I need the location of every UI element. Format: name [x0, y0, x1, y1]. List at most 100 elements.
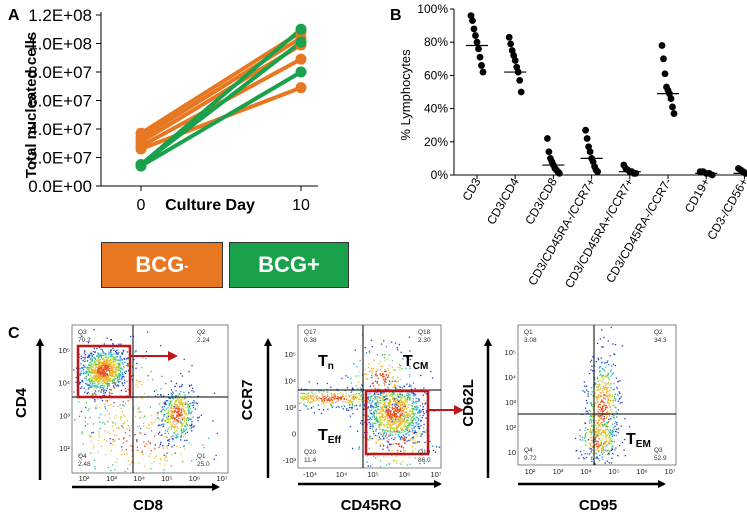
chart-b-data-point	[545, 148, 553, 156]
chart-a-ytick-label: 6.0E+07	[28, 92, 92, 111]
chart-b-category-label: CD3/CD4	[484, 175, 522, 227]
chart-a-series-line	[139, 70, 303, 168]
flow-ytick-label: 10⁵	[505, 348, 516, 357]
chart-b-data-point	[669, 103, 676, 111]
flow2-teff-label: TEff	[318, 427, 342, 446]
flow-xtick-label: 10⁵	[608, 467, 619, 476]
flow3-q4-value: 9.72	[524, 455, 537, 462]
flow-ytick-label: 10⁵	[59, 346, 70, 355]
flow-plot-ccr7-cd45ro: Q17 0.38 Q18 2.30 Q20 11.4 Q19 86.0 Tn T…	[239, 324, 464, 514]
chart-b-data-point	[544, 135, 551, 142]
flow-xtick-label: 10³	[106, 474, 117, 483]
chart-a-ytick-label: 0.0E+00	[28, 177, 92, 196]
chart-b-data-point	[505, 33, 513, 41]
chart-b-ytick-label: 20%	[424, 135, 448, 149]
chart-b-ytick-label: 80%	[424, 35, 448, 49]
chart-a-xlabel: Culture Day	[165, 197, 255, 214]
chart-a-ytick-label: 1.2E+08	[28, 6, 92, 25]
chart-b-ytick-label: 40%	[424, 102, 448, 116]
chart-b-ytick-label: 0%	[431, 168, 449, 182]
chart-b-data-point	[473, 38, 481, 46]
flow-ytick-label: 10⁴	[284, 377, 296, 386]
flow-xtick-label: 10⁶	[189, 474, 200, 483]
flow1-density-dots	[73, 329, 219, 474]
flow-ytick-label: -10³	[283, 456, 297, 465]
flow-xtick-label: 10⁴	[580, 467, 592, 476]
chart-b-data-point	[670, 110, 678, 117]
flow-xtick-label: 10²	[525, 467, 536, 476]
flow1-q2-value: 2.24	[197, 337, 210, 344]
chart-b-category-label: CD3/CD8	[522, 175, 560, 227]
chart-b-data-point	[469, 17, 476, 25]
flow-ytick-label: 10⁵	[285, 350, 296, 359]
chart-b-data-point	[479, 68, 487, 76]
flow2-tcm-label: TCM	[403, 353, 428, 372]
flow3-q1-value: 3.08	[524, 337, 537, 344]
chart-b-category-label: CD3	[459, 175, 483, 203]
flow2-tn-label: Tn	[318, 353, 334, 372]
chart-a-total-nucleated-cells: Total nucleated cells Culture Day 0.0E+0…	[23, 6, 318, 214]
flow-xtick-label: 10⁷	[216, 474, 227, 483]
flow-ytick-label: 10³	[285, 403, 296, 412]
chart-b-category-label: CD3/CD45RA-/CCR7+	[525, 176, 598, 288]
flow-xtick-label: 10⁷	[664, 467, 675, 476]
legend-bcg-negative: BCG -	[101, 242, 223, 288]
chart-b-data-point	[660, 55, 667, 63]
chart-b-data-point	[708, 171, 716, 179]
chart-b-data-point	[475, 45, 482, 53]
chart-a-ytick-label: 1.0E+08	[28, 35, 92, 54]
flow-ytick-label: 10	[508, 448, 516, 457]
flow2-density-dots	[299, 334, 441, 468]
flow2-frame	[297, 324, 442, 469]
chart-a-ytick-label: 2.0E+07	[28, 149, 92, 168]
flow-xtick-label: 10²	[79, 474, 90, 483]
chart-b-data-point	[470, 25, 478, 33]
chart-a-ytick-label: 8.0E+07	[28, 63, 92, 82]
flow2-q17: Q17	[304, 329, 317, 336]
flow2-q20-value: 11.4	[304, 457, 317, 464]
flow3-tem-label: TEM	[626, 431, 651, 450]
panel-label-b: B	[390, 7, 402, 24]
chart-a-series-line	[139, 30, 303, 135]
flow-xtick-label: 10⁴	[133, 474, 145, 483]
flow1-ylabel: CD4	[13, 387, 30, 418]
flow-plot-cd4-cd8: Q3 70.2 Q2 2.24 Q4 2.48 Q1 25.0 10² 10³ 10…	[13, 324, 229, 514]
chart-b-data-point	[478, 62, 485, 69]
flow3-q2-value: 34.3	[654, 337, 667, 344]
chart-a-data-point	[295, 23, 307, 35]
flow2-q18: Q18	[418, 329, 431, 336]
chart-a-data-point	[295, 82, 307, 94]
flow-xtick-label: 10⁶	[636, 467, 647, 476]
flow-ytick-label: 10³	[59, 411, 70, 420]
flow3-q4: Q4	[524, 447, 533, 454]
flow-xtick-label: 10³	[553, 467, 564, 476]
flow2-ylabel: CCR7	[239, 380, 256, 421]
flow-xtick-label: 10⁴	[336, 470, 348, 479]
flow1-gate-box	[76, 344, 132, 399]
chart-b-ylabel: % Lymphocytes	[398, 49, 413, 141]
legend-bcg-positive: BCG+	[229, 242, 349, 288]
chart-a-data-point	[295, 36, 307, 48]
chart-b-data-point	[594, 168, 601, 176]
chart-a-ylabel: Total nucleated cells	[23, 32, 40, 178]
flow-ytick-label: 10²	[59, 444, 70, 453]
chart-b-data-point	[582, 126, 589, 134]
flow1-q4-value: 2.48	[78, 461, 91, 468]
flow-ytick-label: 10²	[505, 423, 516, 432]
flow2-xlabel: CD45RO	[341, 497, 402, 514]
chart-b-category-label: CD3/CD45RA+/CCR7+	[562, 176, 636, 291]
flow-xtick-label: -10⁴	[303, 470, 317, 479]
chart-b-data-point	[586, 148, 594, 156]
flow3-q3: Q3	[654, 447, 663, 454]
flow-ytick-label: 10⁴	[504, 373, 516, 382]
flow2-gate-box	[364, 389, 430, 456]
flow-ytick-label: 10³	[505, 398, 516, 407]
chart-b-category-label: CD19+	[682, 176, 713, 216]
flow1-q4: Q4	[78, 453, 87, 460]
legend-bcg-negative-label: BCG	[135, 252, 185, 277]
flow-ytick-label: 10⁴	[58, 379, 70, 388]
chart-a-data-point	[295, 66, 307, 78]
flow-plot-cd62l-cd95: Q1 3.08 Q2 34.3 Q4 9.72 Q3 52.9 TEM 10² 1…	[460, 324, 677, 514]
chart-b-ytick-label: 60%	[424, 68, 448, 82]
